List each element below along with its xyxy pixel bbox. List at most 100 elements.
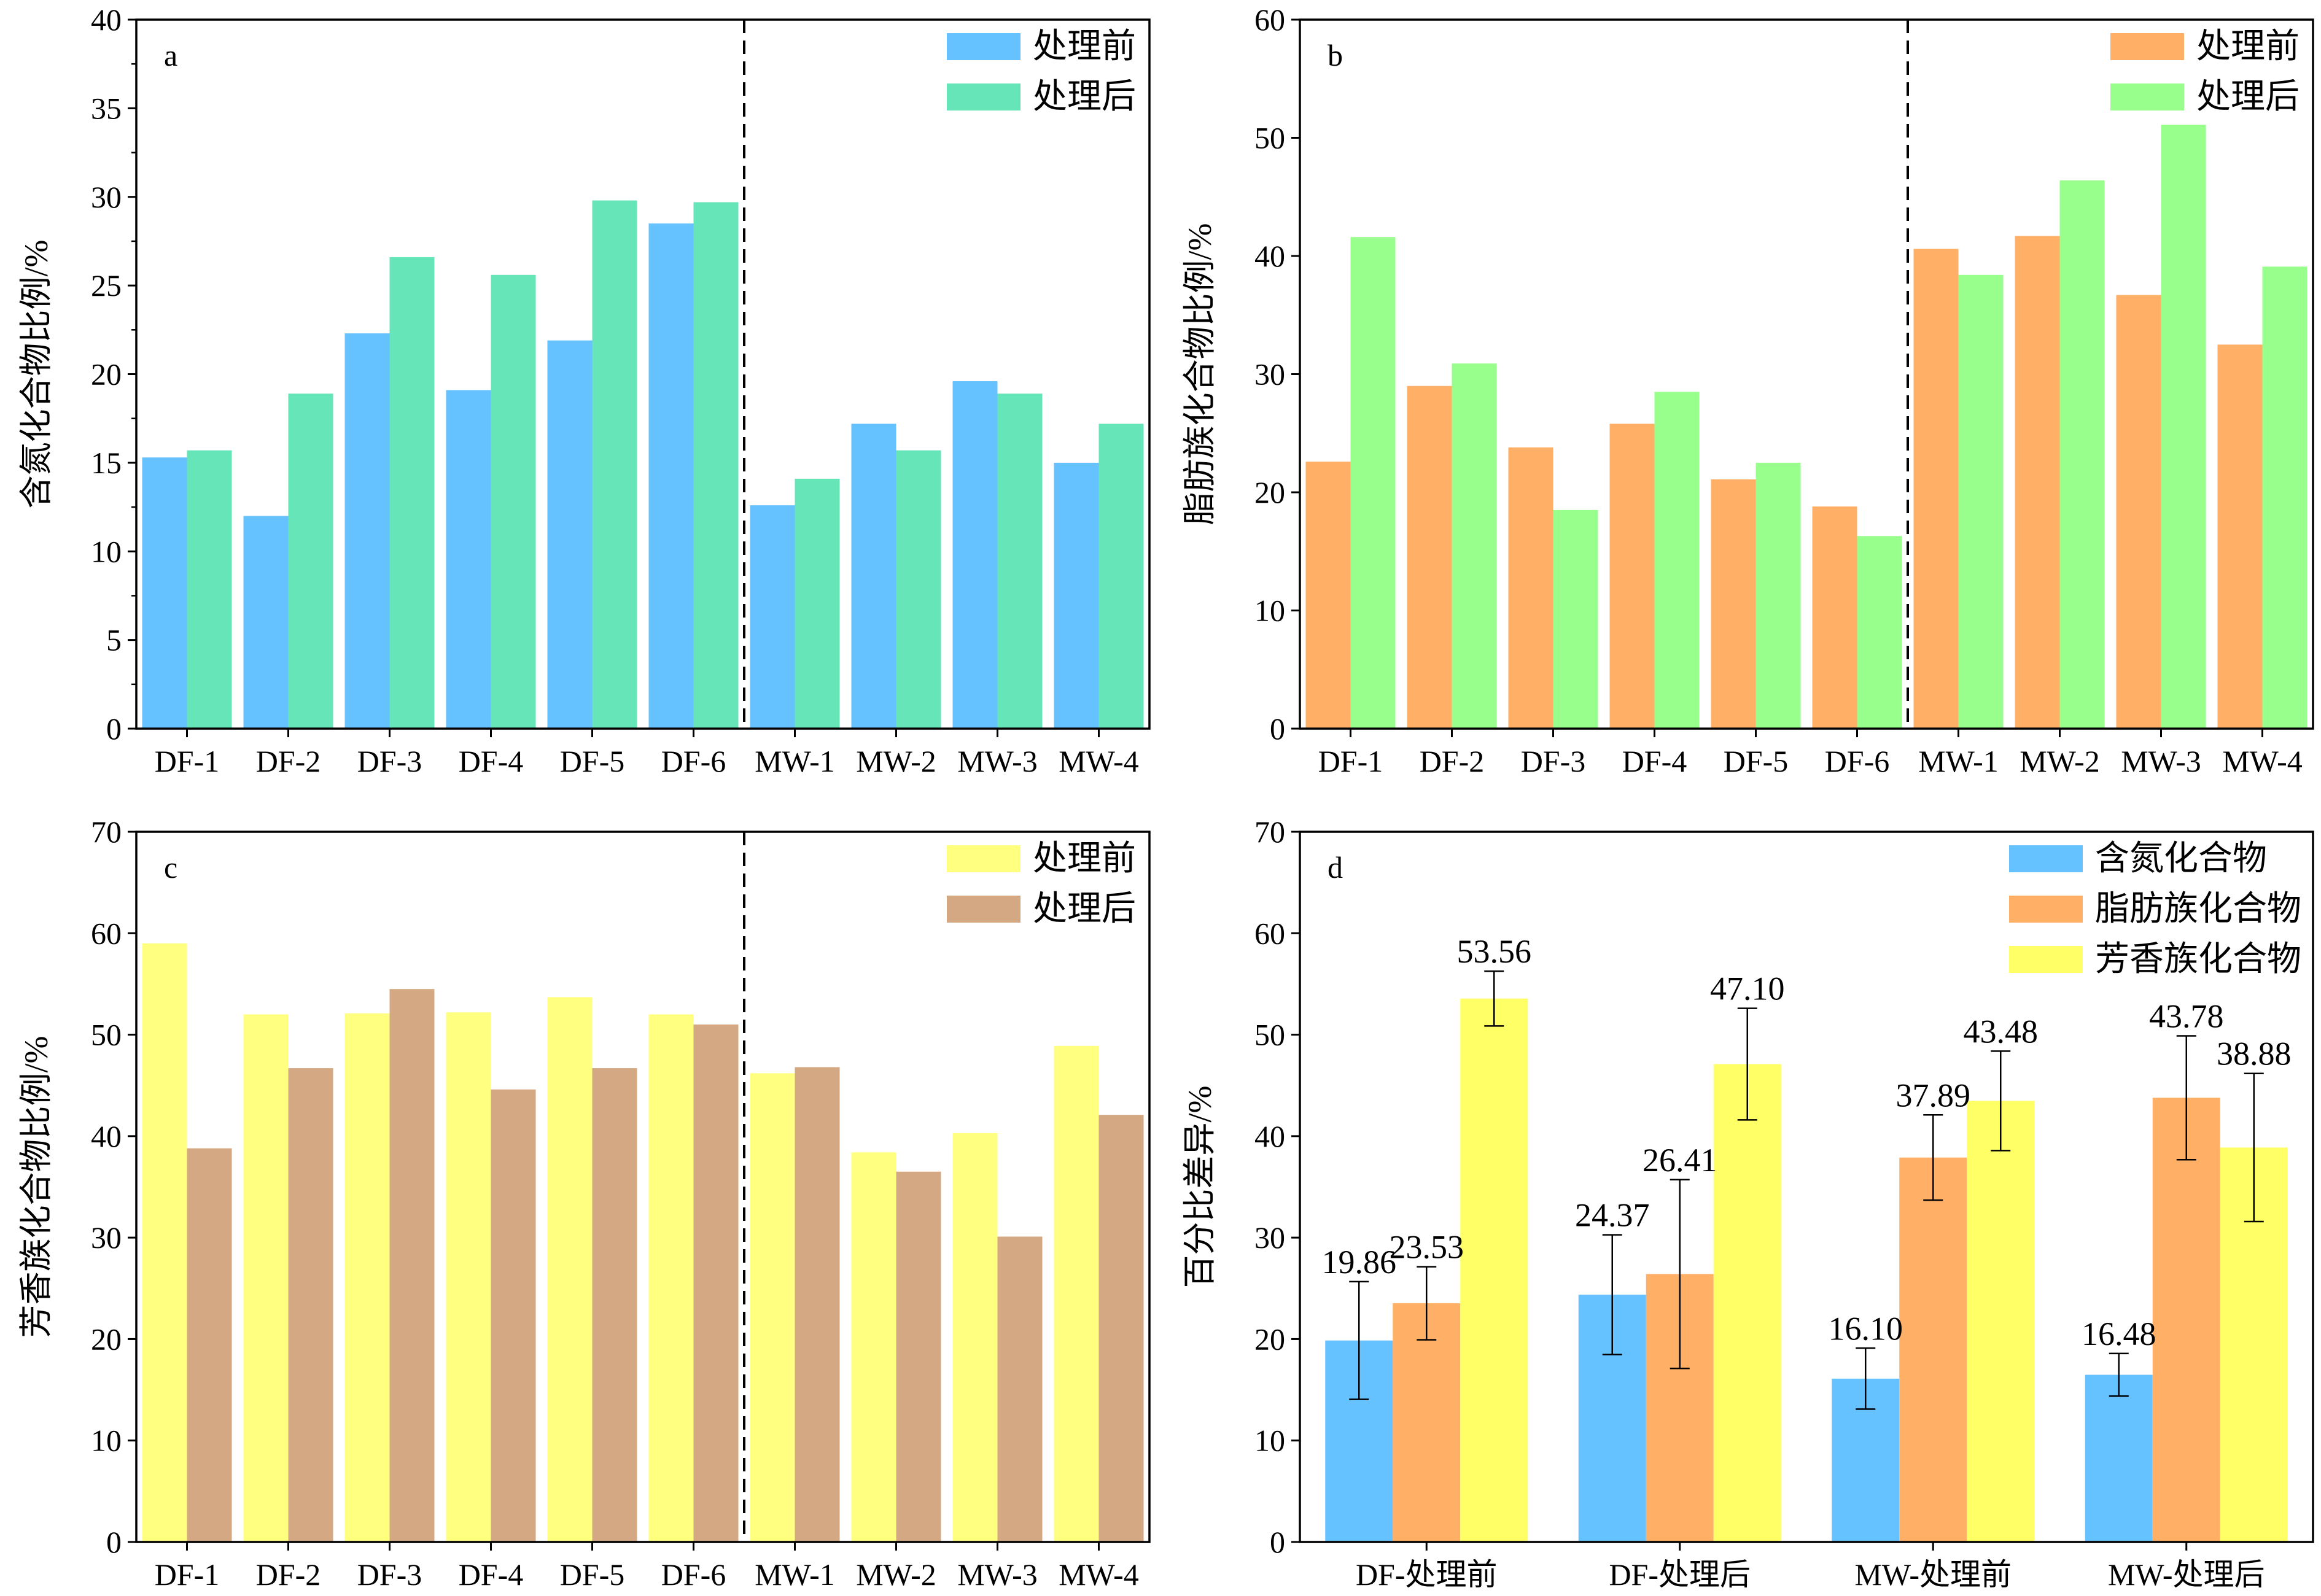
y-tick-label: 40 xyxy=(91,1119,122,1153)
x-tick-label: MW-2 xyxy=(856,744,936,778)
y-tick-label: 20 xyxy=(91,1322,122,1356)
x-tick-label: DF-3 xyxy=(357,744,422,778)
legend-label: 芳香族化合物 xyxy=(2095,940,2301,978)
y-tick-label: 25 xyxy=(91,268,122,303)
data-label-1-3: 43.78 xyxy=(2149,998,2224,1035)
bar-c-s1-c4 xyxy=(592,1068,637,1542)
legend-label: 脂肪族化合物 xyxy=(2095,890,2301,928)
x-tick-label: DF-6 xyxy=(661,744,726,778)
bar-d-s2-c0 xyxy=(1460,998,1528,1542)
x-tick-label: DF-1 xyxy=(155,1557,220,1592)
chart-panel-d: 19.86 24.37 16.10 16.48 23.53 26.41 37.89 43.78… xyxy=(1181,815,2314,1592)
bar-c-s1-c2 xyxy=(389,989,435,1542)
bar-b-s1-c5 xyxy=(1857,536,1902,729)
bar-a-s1-c3 xyxy=(491,274,536,729)
legend-label: 处理后 xyxy=(2196,78,2300,116)
x-tick-label: MW-4 xyxy=(1059,1557,1139,1592)
bar-b-s0-c5 xyxy=(1812,506,1857,729)
bar-c-s1-c1 xyxy=(288,1068,333,1542)
data-label-2-1: 47.10 xyxy=(1710,970,1785,1007)
bar-c-s0-c6 xyxy=(750,1073,795,1542)
panel-letter: a xyxy=(164,38,177,72)
x-tick-label: DF-4 xyxy=(459,744,524,778)
x-tick-label: MW-2 xyxy=(2020,744,2100,778)
bar-b-s1-c1 xyxy=(1452,363,1497,729)
y-tick-label: 0 xyxy=(106,1525,122,1559)
bar-b-s1-c8 xyxy=(2161,125,2206,729)
y-tick-label: 40 xyxy=(1254,239,1285,273)
y-tick-label: 10 xyxy=(91,1424,122,1458)
x-tick-label: DF-3 xyxy=(1521,744,1586,778)
y-tick-label: 10 xyxy=(1254,1424,1285,1458)
bar-a-s1-c4 xyxy=(592,200,637,729)
data-label-0-2: 16.10 xyxy=(1829,1310,1903,1347)
bar-a-s0-c4 xyxy=(547,340,593,729)
bar-b-s1-c2 xyxy=(1553,509,1598,729)
x-tick-label: DF-5 xyxy=(560,1557,625,1592)
x-tick-label: MW-4 xyxy=(1059,744,1139,778)
data-label-2-2: 43.48 xyxy=(1964,1013,2039,1050)
bar-d-s2-c2 xyxy=(1967,1101,2035,1542)
x-tick-label: DF-6 xyxy=(661,1557,726,1592)
x-tick-label: DF-2 xyxy=(256,1557,321,1592)
y-tick-label: 60 xyxy=(1254,2,1285,37)
x-tick-label: MW-2 xyxy=(856,1557,936,1592)
y-axis-title: 百分比差异/% xyxy=(1181,1086,1218,1288)
bar-a-s1-c9 xyxy=(1098,424,1144,729)
y-axis-title: 芳香族化合物比例/% xyxy=(18,1036,55,1338)
data-label-0-3: 16.48 xyxy=(2082,1315,2156,1352)
panel-letter: d xyxy=(1328,850,1343,885)
x-tick-label: MW-3 xyxy=(957,744,1038,778)
data-label-0-0: 19.86 xyxy=(1322,1244,1397,1280)
y-tick-label: 40 xyxy=(1254,1119,1285,1153)
x-tick-label: DF-处理后 xyxy=(1609,1557,1751,1592)
bar-a-s1-c5 xyxy=(693,202,739,729)
bar-a-s0-c6 xyxy=(750,505,795,729)
bar-b-s0-c9 xyxy=(2217,344,2263,729)
legend-label: 处理前 xyxy=(2196,28,2300,66)
bar-a-s0-c8 xyxy=(952,381,998,729)
y-tick-label: 70 xyxy=(91,815,122,849)
y-tick-label: 30 xyxy=(1254,1220,1285,1255)
data-label-2-3: 38.88 xyxy=(2217,1036,2292,1072)
chart-panel-c: 0 10 20 30 40 50 60 70 DF-1 DF-2 DF-3 DF-4 DF-5 DF-6 M… xyxy=(18,815,1151,1592)
chart-panel-a: 0 5 10 15 20 25 30 35 40 DF-1 DF-2 DF-3 DF-4 DF-5 DF-6… xyxy=(18,2,1151,778)
chart-panel-b: 0 10 20 30 40 50 60 DF-1 DF-2 DF-3 DF-4 DF-5 DF-6 MW-… xyxy=(1181,2,2314,778)
y-tick-label: 10 xyxy=(91,534,122,568)
bar-c-s1-c7 xyxy=(896,1171,941,1542)
bar-c-s0-c5 xyxy=(648,1014,694,1542)
y-tick-label: 20 xyxy=(91,357,122,392)
y-tick-label: 70 xyxy=(1254,815,1285,849)
y-tick-label: 30 xyxy=(91,180,122,214)
bar-d-s2-c1 xyxy=(1713,1064,1781,1542)
legend-label: 含氮化合物 xyxy=(2095,840,2267,878)
bar-b-s0-c1 xyxy=(1407,385,1452,729)
bar-c-s0-c7 xyxy=(851,1152,896,1542)
y-tick-label: 30 xyxy=(1254,357,1285,392)
legend-swatch xyxy=(947,845,1021,872)
panel-letter: b xyxy=(1328,38,1343,72)
bar-b-s0-c3 xyxy=(1609,424,1655,729)
bar-b-s1-c0 xyxy=(1350,237,1396,729)
y-tick-label: 60 xyxy=(91,916,122,950)
bar-a-s1-c0 xyxy=(187,450,232,729)
bar-c-s0-c3 xyxy=(446,1012,491,1542)
x-tick-label: DF-处理前 xyxy=(1356,1557,1498,1592)
x-tick-label: MW-处理后 xyxy=(2108,1557,2265,1592)
x-tick-label: MW-3 xyxy=(957,1557,1038,1592)
bar-c-s0-c4 xyxy=(547,997,593,1542)
bar-d-s1-c3 xyxy=(2152,1098,2220,1542)
y-axis-title: 含氮化合物比例/% xyxy=(18,240,55,509)
bar-a-s1-c7 xyxy=(896,450,941,729)
bar-b-s1-c4 xyxy=(1755,462,1801,729)
y-tick-label: 15 xyxy=(91,446,122,480)
bar-b-s0-c4 xyxy=(1711,479,1756,729)
data-label-0-1: 24.37 xyxy=(1575,1197,1650,1234)
panel-letter: c xyxy=(164,850,177,885)
x-tick-label: MW-处理前 xyxy=(1854,1557,2012,1592)
data-label-1-2: 37.89 xyxy=(1896,1077,1971,1114)
legend-swatch xyxy=(2009,845,2083,872)
bar-a-s0-c5 xyxy=(648,223,694,729)
